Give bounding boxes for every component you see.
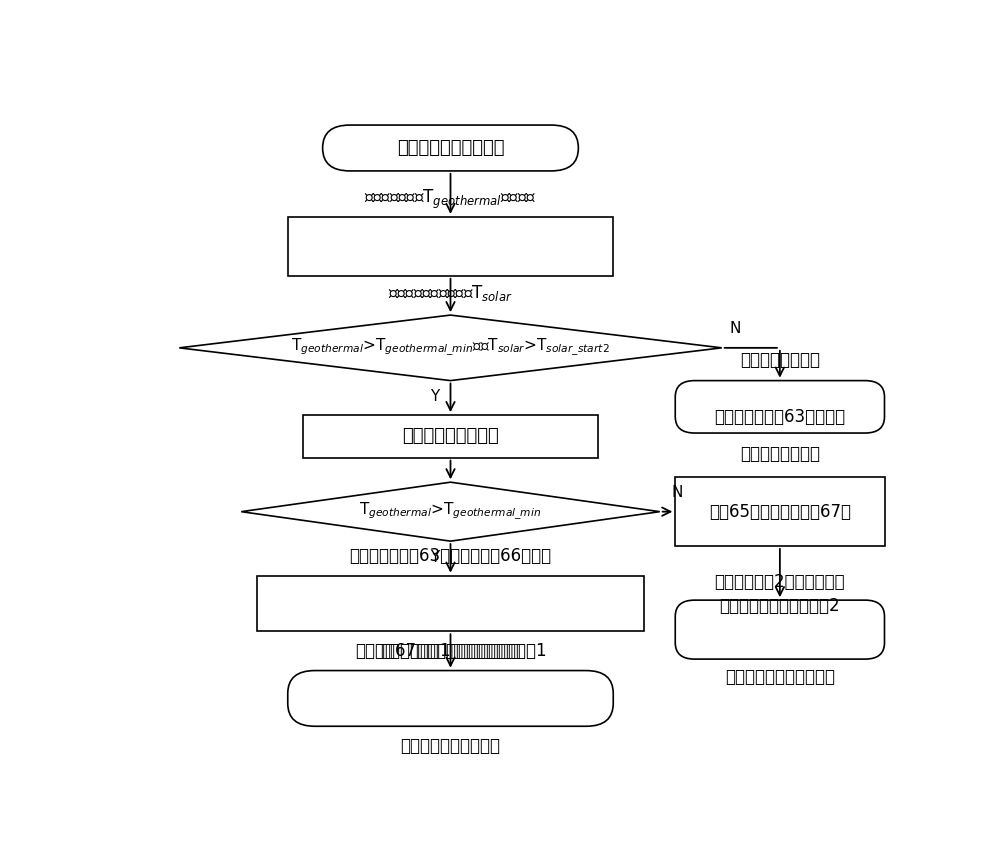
FancyBboxPatch shape	[675, 380, 885, 433]
Text: 资源条件不满足，: 资源条件不满足，	[740, 351, 820, 368]
Bar	[675, 477, 885, 546]
Text: 检测地热能温度T$_{geothermal}$，并评估: 检测地热能温度T$_{geothermal}$，并评估	[364, 187, 537, 211]
Text: T$_{geothermal}$>T$_{geothermal\_min}$: T$_{geothermal}$>T$_{geothermal\_min}$	[359, 501, 542, 523]
Bar	[288, 217, 613, 276]
Text: 开始启动所有子系统: 开始启动所有子系统	[402, 427, 499, 445]
FancyBboxPatch shape	[323, 125, 578, 171]
Text: 率，完成电厂系统启动: 率，完成电厂系统启动	[400, 737, 501, 755]
Text: 开启第一旁通阀63、第二控: 开启第一旁通阀63、第二控	[714, 408, 845, 426]
Text: 准备启动整个电厂系统: 准备启动整个电厂系统	[397, 139, 504, 157]
FancyBboxPatch shape	[675, 600, 885, 659]
Text: N: N	[730, 321, 741, 336]
Text: Y: Y	[430, 390, 440, 404]
FancyBboxPatch shape	[288, 671, 613, 726]
Text: N: N	[671, 485, 683, 500]
Bar	[303, 415, 598, 458]
Text: 太阳能加热器入口温度T$_{solar}$: 太阳能加热器入口温度T$_{solar}$	[388, 283, 513, 304]
Text: 三控制阀67，关闭其余阀门，进入模式1: 三控制阀67，关闭其余阀门，进入模式1	[355, 642, 546, 660]
Text: 关闭其余阀门，进入模式2: 关闭其余阀门，进入模式2	[720, 597, 840, 615]
Polygon shape	[241, 483, 660, 541]
Text: 开启第一旁通阀63、第二旁通阀66以及第: 开启第一旁通阀63、第二旁通阀66以及第	[349, 547, 552, 565]
Text: 功率，完成电厂系统启动: 功率，完成电厂系统启动	[725, 668, 835, 686]
Polygon shape	[179, 315, 722, 380]
Text: 通过运行模式1达到额定输出功: 通过运行模式1达到额定输出功	[380, 643, 521, 660]
Text: 通过运行模式2达到额定输出: 通过运行模式2达到额定输出	[715, 574, 845, 591]
Text: T$_{geothermal}$>T$_{geothermal\_min}$或者T$_{solar}$>T$_{solar\_start2}$: T$_{geothermal}$>T$_{geothermal\_min}$或者…	[291, 337, 610, 358]
Text: 保持电厂系统关闭: 保持电厂系统关闭	[740, 445, 820, 463]
Text: 制阀65以及第三控制阀67，: 制阀65以及第三控制阀67，	[709, 503, 851, 521]
Bar	[257, 575, 644, 631]
Text: Y: Y	[430, 550, 440, 565]
